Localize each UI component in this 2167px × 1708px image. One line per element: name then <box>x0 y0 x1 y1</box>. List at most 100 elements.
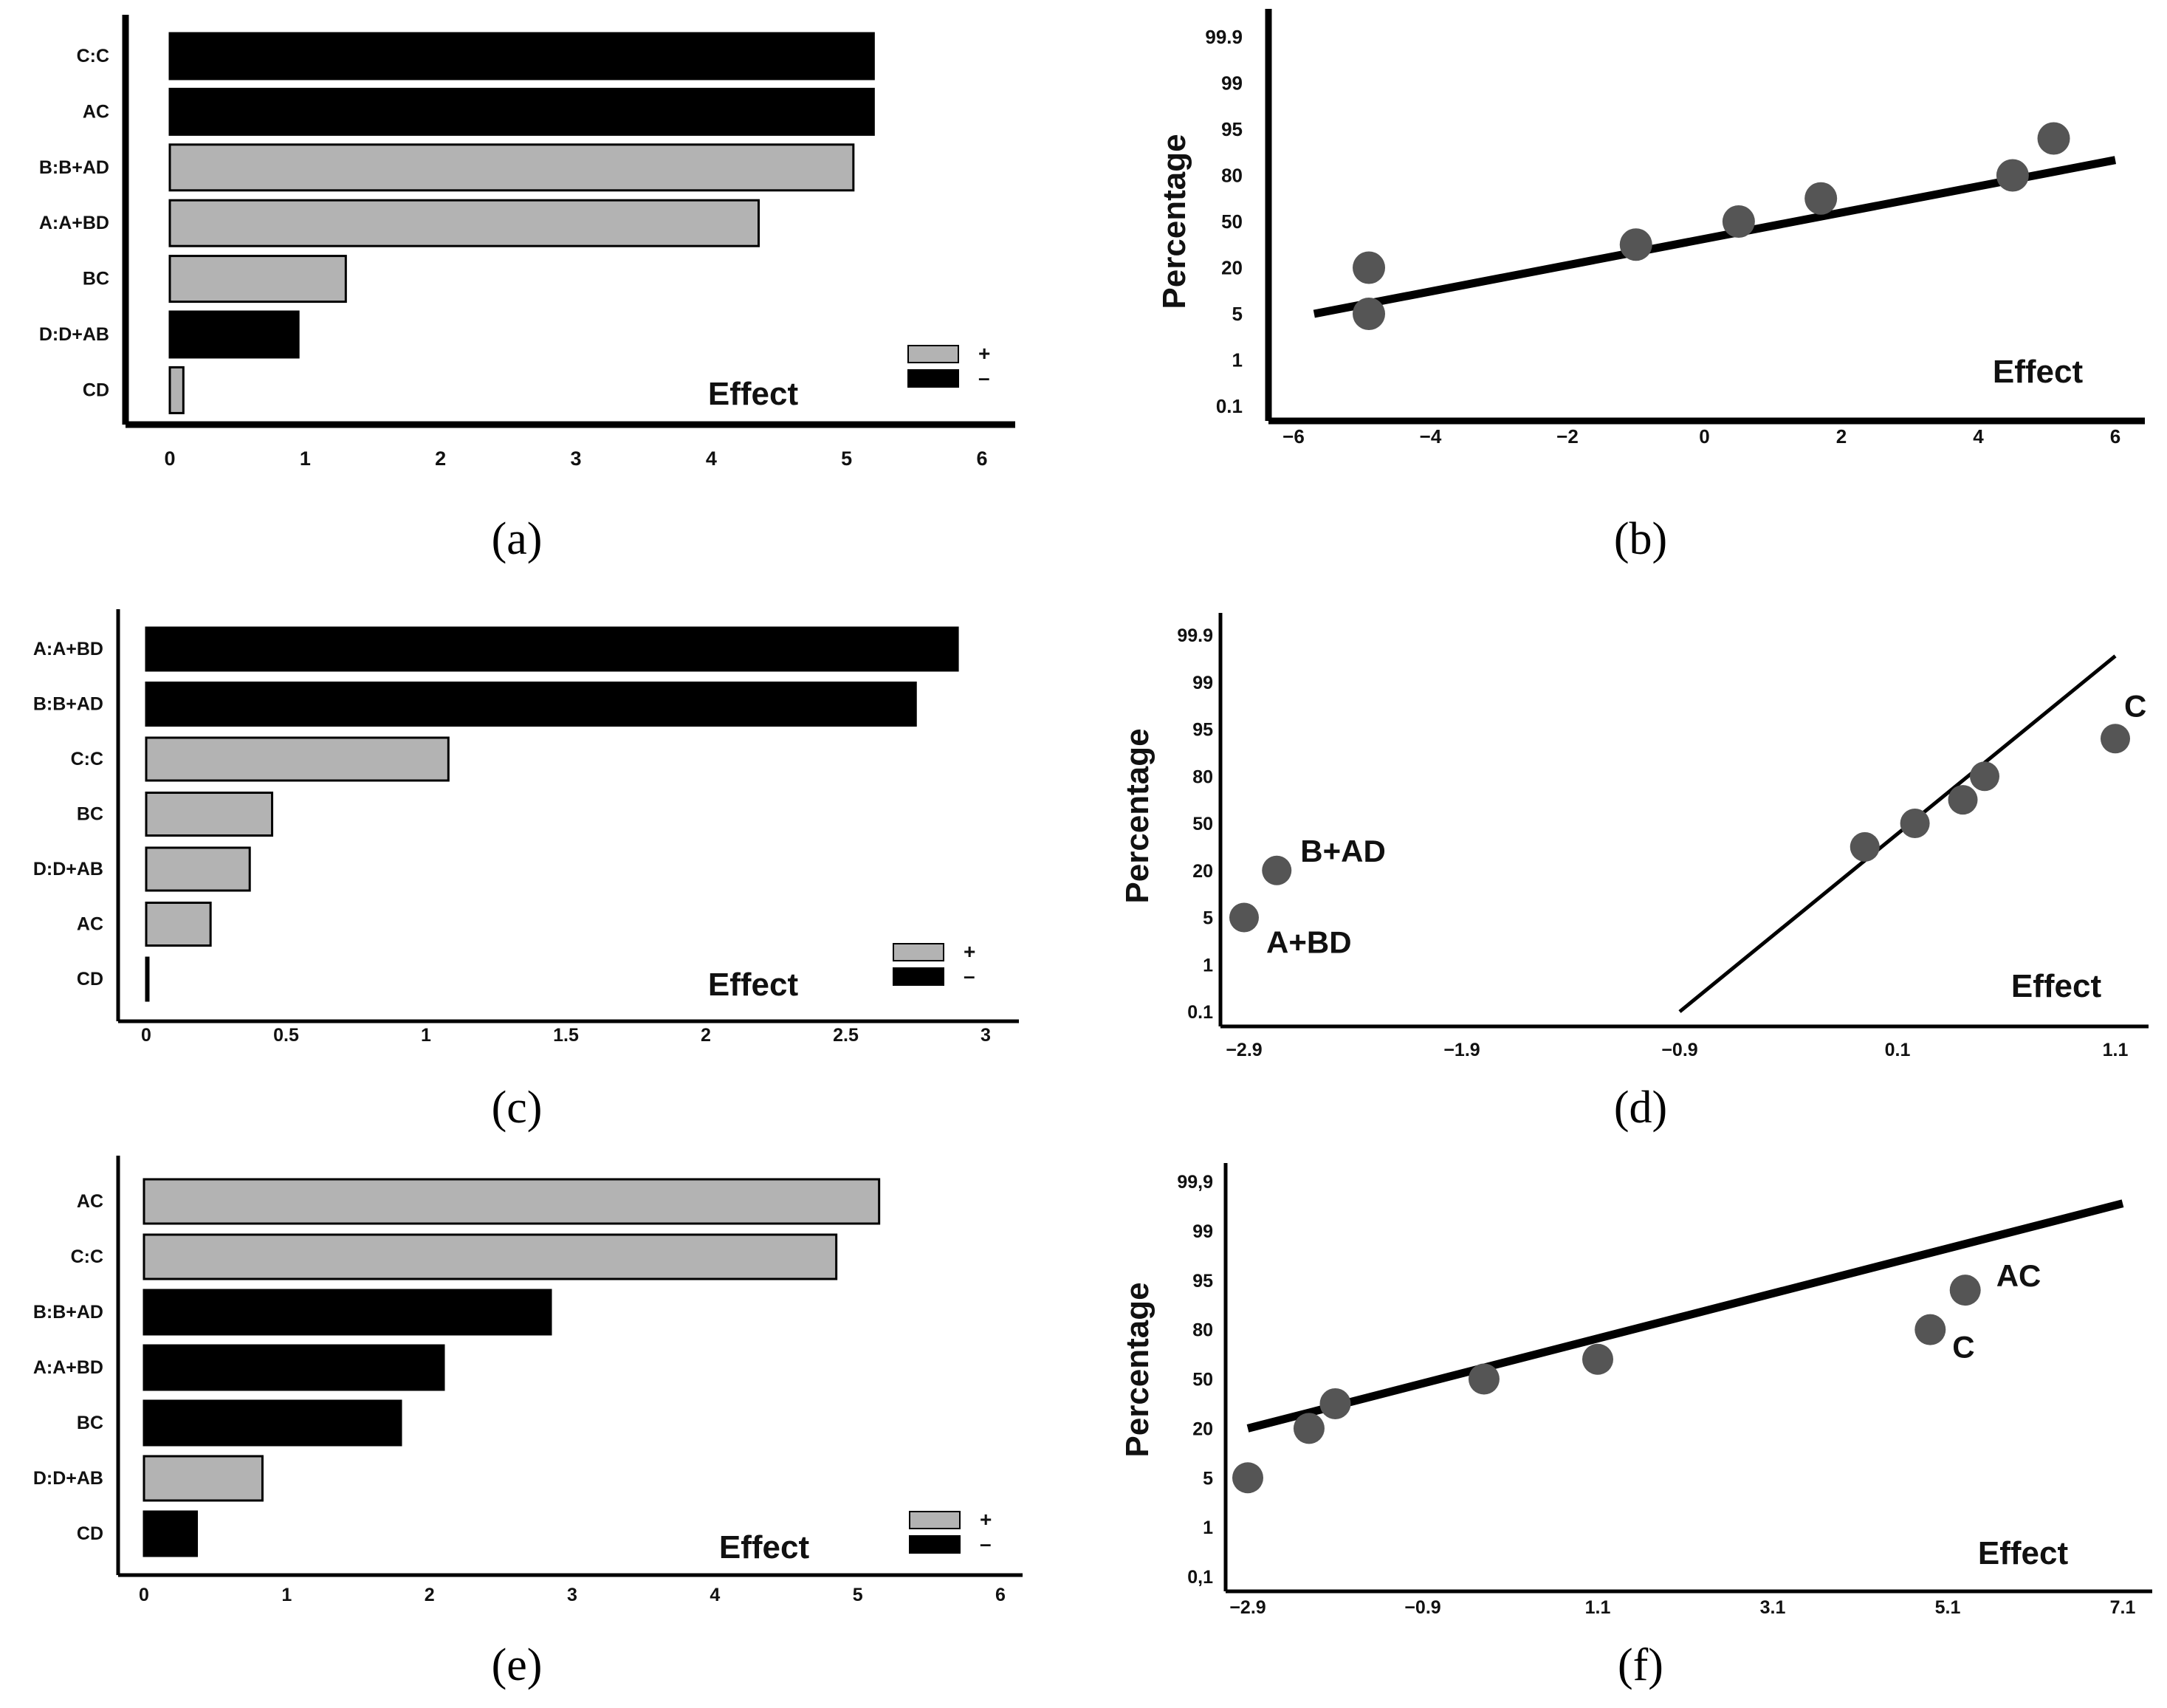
panel-f-fit-line <box>1246 1199 2124 1433</box>
panel-c-category-label: AC <box>77 914 103 935</box>
panel-c-category-label: CD <box>77 969 103 990</box>
panel-a-bar <box>168 87 875 136</box>
panel-d-y-tick-label: 0.1 <box>1187 1002 1213 1023</box>
panel-c-bar <box>145 846 251 892</box>
panel-f-x-tick-label: 1.1 <box>1585 1597 1611 1618</box>
panel-f-y-tick-label: 50 <box>1192 1370 1213 1390</box>
panel-f-x-axis-title: Effect <box>1978 1535 2069 1571</box>
panel-b-y-tick-label: 80 <box>1221 165 1243 187</box>
panel-a-legend-label: + <box>978 342 990 365</box>
panel-e-category-label: BC <box>77 1413 103 1433</box>
panel-a-category-label: B:B+AD <box>39 157 109 178</box>
panel-a-x-tick-label: 2 <box>435 447 446 470</box>
panel-c-bar <box>145 956 150 1002</box>
panel-c-x-tick-label: 3 <box>981 1025 991 1046</box>
panel-a-x-tick-label: 0 <box>164 447 175 470</box>
panel-d-x-tick-label: 0.1 <box>1885 1040 1911 1060</box>
panel-e-category-label: A:A+BD <box>33 1357 103 1378</box>
panel-f-data-point <box>1949 1275 1981 1306</box>
panel-a-x-tick-label: 6 <box>976 447 987 470</box>
panel-c-bar <box>145 902 212 947</box>
panel-d-x-tick-label: −2.9 <box>1226 1040 1262 1060</box>
panel-a-bar <box>168 143 855 192</box>
panel-d-point-label: B+AD <box>1300 834 1386 868</box>
panel-c-caption: (c) <box>492 1083 543 1133</box>
panel-b-x-tick-label: 6 <box>2110 425 2120 447</box>
panel-e-bar <box>142 1289 552 1336</box>
panel-f-x-tick-label: 5.1 <box>1935 1597 1961 1618</box>
panel-d-data-point <box>1850 831 1880 862</box>
panel-b-x-tick-label: −6 <box>1282 425 1305 447</box>
panel-a-bar <box>168 32 875 80</box>
panel-c-legend-label: + <box>964 940 975 963</box>
panel-e-category-label: D:D+AB <box>33 1468 103 1489</box>
panel-c-legend-swatch <box>893 967 944 986</box>
panel-d-data-point <box>2101 724 2130 754</box>
panel-a-x-tick-label: 5 <box>841 447 852 470</box>
panel-a-category-label: D:D+AB <box>39 324 109 345</box>
panel-d-x-axis-title: Effect <box>2011 968 2102 1004</box>
panel-e-legend-label: + <box>980 1508 992 1531</box>
panel-f-y-tick-label: 99,9 <box>1177 1172 1213 1193</box>
panel-f-y-tick-label: 95 <box>1192 1271 1213 1292</box>
panel-f-y-tick-label: 20 <box>1192 1419 1213 1439</box>
panel-d-data-point <box>1262 855 1292 885</box>
panel-d-y-tick-label: 20 <box>1192 861 1213 882</box>
panel-a-bar <box>168 255 347 303</box>
panel-f-y-tick-label: 5 <box>1203 1468 1213 1489</box>
panel-a-bar <box>168 366 185 414</box>
panel-c-x-tick-label: 2 <box>701 1025 711 1046</box>
panel-c-x-tick-label: 1 <box>421 1025 431 1046</box>
panel-f-x-tick-label: 7.1 <box>2110 1597 2136 1618</box>
panel-d-y-tick-label: 5 <box>1203 908 1213 929</box>
panel-d-y-tick-label: 80 <box>1192 766 1213 787</box>
panel-f-data-point <box>1293 1413 1325 1444</box>
panel-a-x-tick-label: 4 <box>706 447 717 470</box>
panel-b-y-tick-label: 20 <box>1221 257 1243 279</box>
panel-d-data-point <box>1229 902 1259 933</box>
panel-b-y-axis-title: Percentage <box>1156 134 1192 309</box>
panel-c-x-tick-label: 0 <box>141 1025 151 1046</box>
panel-e-x-tick-label: 3 <box>567 1585 577 1605</box>
panel-a-category-label: A:A+BD <box>39 213 109 233</box>
panel-d-fit-line <box>1678 654 2117 1013</box>
panel-b-fit-line <box>1313 156 2117 318</box>
panel-b-y-tick-label: 0.1 <box>1216 395 1243 417</box>
panel-e-bar <box>142 1510 199 1557</box>
panel-a-category-label: CD <box>83 380 109 400</box>
panel-d-data-point <box>1900 809 1930 838</box>
panel-e-x-tick-label: 4 <box>710 1585 720 1605</box>
panel-b-data-point <box>2037 122 2070 155</box>
panel-f-point-label: AC <box>1996 1258 2041 1293</box>
panel-c-category-label: C:C <box>71 749 103 769</box>
panel-d-point-label: C <box>2124 688 2146 723</box>
panel-b-caption: (b) <box>1614 514 1667 564</box>
panel-e-legend-swatch <box>909 1511 961 1529</box>
panel-c-bar <box>145 792 274 837</box>
panel-f-x-tick-label: −0.9 <box>1404 1597 1440 1618</box>
panel-c-x-tick-label: 0.5 <box>273 1025 299 1046</box>
panel-f-y-tick-label: 0,1 <box>1187 1567 1213 1588</box>
panel-e-caption: (e) <box>492 1640 543 1690</box>
panel-a-legend-swatch <box>907 345 959 363</box>
panel-b-data-point <box>1722 205 1755 238</box>
panel-c-category-label: B:B+AD <box>33 694 103 715</box>
panel-b-y-tick-label: 95 <box>1221 118 1243 140</box>
panel-f-x-tick-label: 3.1 <box>1760 1597 1786 1618</box>
panel-b-x-tick-label: 4 <box>1973 425 1984 447</box>
panel-c-bar <box>145 626 959 672</box>
panel-d-x-tick-label: 1.1 <box>2103 1040 2129 1060</box>
panel-f-data-point <box>1232 1462 1263 1494</box>
panel-e-x-tick-label: 1 <box>281 1585 292 1605</box>
panel-a-category-label: BC <box>83 269 109 289</box>
panel-c-x-tick-label: 1.5 <box>553 1025 579 1046</box>
panel-d-x-tick-label: −1.9 <box>1443 1040 1480 1060</box>
panel-b-data-point <box>1996 159 2029 192</box>
panel-e-legend-swatch <box>909 1535 961 1554</box>
panel-f-y-tick-label: 80 <box>1192 1320 1213 1341</box>
panel-e-legend-label: – <box>980 1532 992 1555</box>
panel-b-x-tick-label: 2 <box>1836 425 1847 447</box>
panel-f-data-point <box>1468 1363 1500 1395</box>
panel-d-y-tick-label: 50 <box>1192 814 1213 834</box>
panel-b-y-tick-label: 99 <box>1221 72 1243 95</box>
